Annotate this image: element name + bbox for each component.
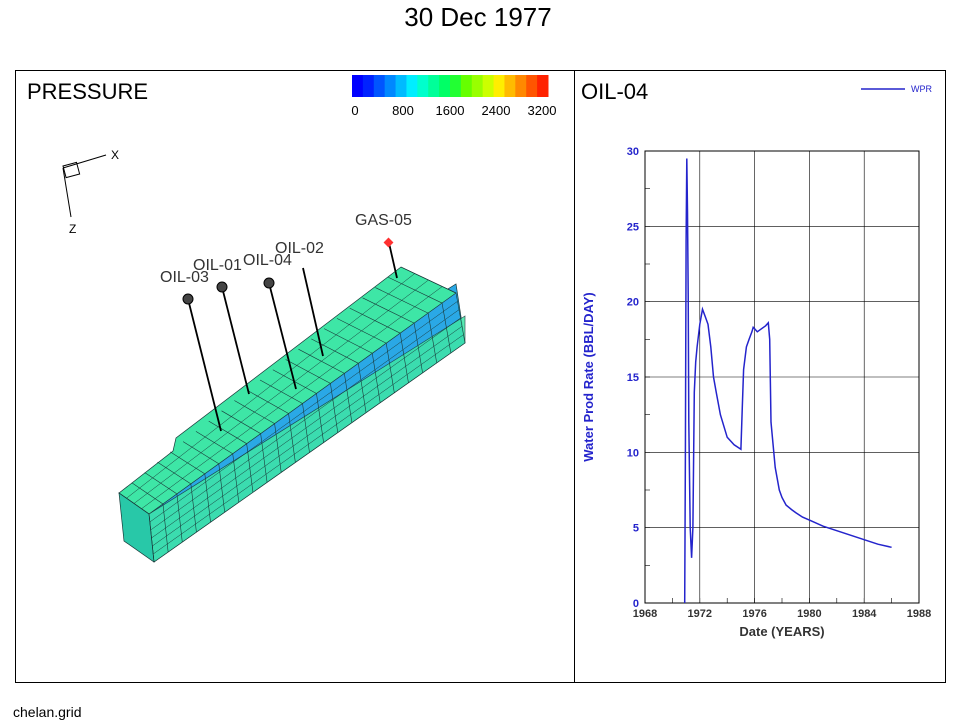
x-tick-label: 1968 [633,608,657,620]
colorbar-tick-label: 3200 [528,103,557,118]
x-axis-label: Date (YEARS) [739,624,824,639]
x-tick-label: 1976 [742,608,766,620]
reservoir-grid [118,266,466,563]
colorbar-cell [493,75,505,97]
mesh-line [133,279,429,504]
y-axis-label: Water Prod Rate (BBL/DAY) [581,292,596,462]
well-label: GAS-05 [355,212,412,229]
well-oil-01[interactable]: OIL-01 [193,257,250,395]
mesh-line [126,273,415,499]
well-oil-04[interactable]: OIL-04 [243,252,297,390]
colorbar-cell [439,75,451,97]
well-label: OIL-03 [160,269,209,286]
wells: OIL-03 OIL-01 OIL-04 OIL-02 GAS-05 [160,212,412,432]
well-oil-03[interactable]: OIL-03 [160,269,222,432]
colorbar-cell [471,75,484,97]
colorbar-tick-label: 2400 [482,103,511,118]
colorbar-cell [352,75,364,97]
colorbar-cell [406,75,418,97]
colorbar-tick-label: 800 [392,103,414,118]
mesh-line [141,286,443,509]
y-tick-label: 30 [627,146,639,158]
colorbar-cell [384,75,397,97]
reservoir-top-face [118,266,457,515]
y-tick-label: 5 [633,523,639,535]
colorbar-cell [373,75,386,97]
y-tick-label: 10 [627,447,639,459]
axis-z-label: Z [69,222,76,236]
colorbar-cell [428,75,440,97]
orientation-axes: X Z [62,148,119,236]
series-line-wpr [683,158,892,604]
y-tick-label: 20 [627,297,639,309]
mesh-line [150,309,460,531]
colorbar-cell [504,75,516,97]
colorbar-cell [537,75,549,97]
colorbar-cell [362,75,375,97]
grid-filename: chelan.grid [13,704,82,720]
y-tick-label: 25 [627,221,639,233]
x-tick-label: 1972 [688,608,712,620]
colorbar-tick-label: 0 [351,103,358,118]
mesh-line [151,317,461,539]
colorbar-cell [450,75,462,97]
legend-label: WPR [911,84,932,94]
well-head-marker[interactable] [263,277,275,289]
x-tick-label: 1988 [907,608,931,620]
well-head-marker[interactable] [216,281,228,293]
panel-title-well: OIL-04 [581,79,649,104]
chart-legend: WPR [861,84,932,94]
well-label: OIL-02 [275,240,324,257]
colorbar-tick-label: 1600 [436,103,465,118]
well-label: OIL-01 [193,257,242,274]
page-title: 30 Dec 1977 [404,2,552,32]
gas-well-marker[interactable] [383,237,394,248]
mesh-line [152,326,463,547]
axis-x-label: X [111,148,119,162]
colorbar-cell [460,75,473,97]
y-tick-label: 0 [633,598,639,610]
wpr-line-chart[interactable]: WPR 1968 1972 1976 1980 1984 1988 0 5 10 15 20 25 3… [575,71,945,682]
pressure-3d-panel[interactable]: PRESSURE 0 800 1600 2400 3200 X Z [15,70,575,683]
well-oil-02[interactable]: OIL-02 [275,240,324,357]
colorbar-cell [395,75,407,97]
well-gas-05[interactable]: GAS-05 [355,212,412,279]
well-head-marker[interactable] [182,293,194,305]
y-tick-label: 15 [627,372,639,384]
mesh-line [153,334,464,555]
mesh-line [149,301,458,523]
colorbar-cell [482,75,495,97]
x-tick-label: 1984 [852,608,877,620]
colorbar-cell [526,75,538,97]
pressure-colorbar: 0 800 1600 2400 3200 [351,75,557,118]
well-label: OIL-04 [243,252,292,269]
reservoir-3d-view[interactable]: X Z OIL-03 OIL-01 [16,71,574,682]
x-tick-label: 1980 [797,608,821,620]
colorbar-cell [515,75,527,97]
panel-title-pressure: PRESSURE [27,79,149,104]
well-chart-panel[interactable]: OIL-04 WPR 1968 1972 1976 1980 1984 1988 0 5 10… [574,70,946,683]
colorbar-cell [417,75,429,97]
